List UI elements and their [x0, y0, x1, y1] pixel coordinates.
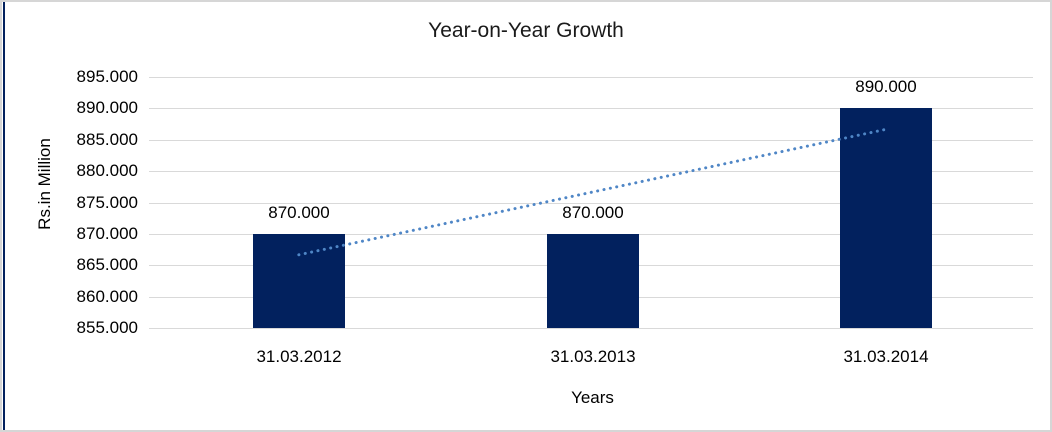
- bar-value-label: 870.000: [562, 203, 624, 222]
- y-tick-label: 855.000: [76, 318, 138, 337]
- bar-31.03.2014: [840, 108, 932, 328]
- chart-title: Year-on-Year Growth: [428, 19, 624, 42]
- y-tick-label: 870.000: [76, 224, 138, 243]
- gridline: [149, 77, 1033, 78]
- y-tick-label: 865.000: [76, 255, 138, 274]
- y-tick-label: 890.000: [76, 98, 138, 117]
- y-tick-label: 860.000: [76, 287, 138, 306]
- x-tick-label: 31.03.2013: [550, 347, 636, 366]
- gridline: [149, 328, 1033, 329]
- y-tick-label: 895.000: [76, 67, 138, 86]
- y-tick-label: 880.000: [76, 161, 138, 180]
- bar-31.03.2012: [253, 234, 345, 328]
- y-tick-label: 885.000: [76, 130, 138, 149]
- x-tick-label: 31.03.2012: [256, 347, 342, 366]
- gridline: [149, 108, 1033, 109]
- left-accent-border: [3, 2, 5, 430]
- y-tick-label: 875.000: [76, 193, 138, 212]
- bar-value-label: 870.000: [268, 203, 330, 222]
- bar-31.03.2013: [547, 234, 639, 328]
- bar-value-label: 890.000: [855, 77, 917, 96]
- x-tick-label: 31.03.2014: [843, 347, 929, 366]
- x-axis-title: Years: [571, 388, 614, 407]
